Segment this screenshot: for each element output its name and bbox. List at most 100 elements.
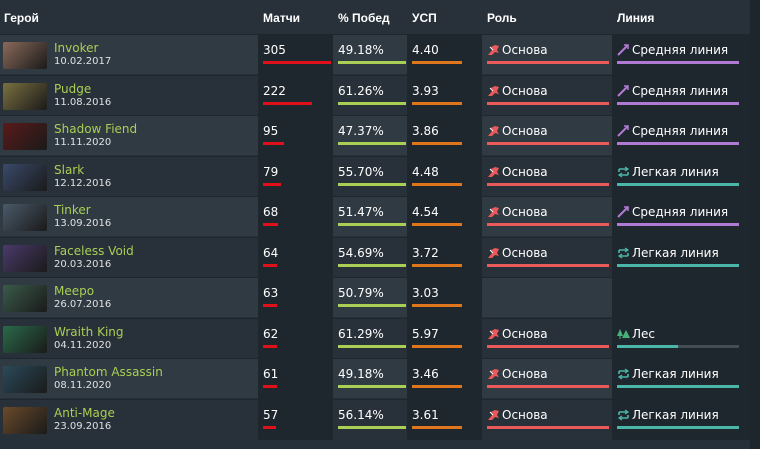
column-shade (258, 156, 333, 197)
safe-lane-icon (617, 368, 630, 380)
role-label: Основа (502, 205, 548, 219)
hero-avatar[interactable] (3, 244, 47, 272)
winrate-bar (338, 182, 406, 186)
column-shade (258, 278, 333, 318)
hero-name[interactable]: Wraith King (54, 324, 124, 339)
winrate-value: 49.18% (338, 367, 384, 381)
hero-avatar[interactable] (3, 82, 47, 110)
winrate-bar (338, 425, 406, 429)
hero-name[interactable]: Pudge (54, 81, 92, 96)
kda-value: 3.61 (412, 407, 439, 422)
role-bar (487, 142, 609, 145)
matches-bar (263, 425, 276, 429)
header-matches[interactable]: Матчи (263, 11, 301, 25)
lane-bar (617, 263, 739, 267)
hero-avatar[interactable] (3, 366, 47, 393)
column-shade (612, 35, 750, 75)
hero-name[interactable]: Slark (54, 162, 85, 177)
role-tag: Основа (487, 165, 548, 179)
column-shade (612, 237, 750, 278)
winrate-bar (338, 263, 406, 267)
mid-lane-icon (617, 84, 629, 97)
hero-avatar[interactable] (3, 42, 47, 69)
table-row[interactable]: Pudge 11.08.2016 222 61.26% 3.93 Основа Средня… (0, 74, 750, 116)
matches-value: 63 (263, 286, 279, 300)
matches-bar (263, 385, 277, 388)
role-label: Основа (502, 164, 548, 179)
hero-last-played: 11.08.2016 (54, 96, 112, 108)
hero-last-played: 26.07.2016 (54, 299, 112, 310)
hero-avatar[interactable] (3, 163, 47, 191)
table-row[interactable]: Slark 12.12.2016 79 55.70% 4.48 Основа Легкая … (0, 155, 750, 197)
table-row[interactable]: Anti-Mage 23.09.2016 57 56.14% 3.61 Основа Лег… (0, 398, 750, 440)
table-row[interactable]: Phantom Assassin 08.11.2020 61 49.18% 3.46 Ос… (0, 358, 750, 399)
table-row[interactable]: Tinker 13.09.2016 68 51.47% 4.54 Основа Средня… (0, 196, 750, 237)
hero-name[interactable]: Tinker (54, 203, 91, 217)
column-shade (407, 197, 482, 237)
hero-last-played: 08.11.2020 (54, 380, 112, 391)
matches-value: 95 (263, 124, 279, 138)
jungle-icon (617, 328, 630, 339)
core-role-icon (488, 369, 499, 379)
matches-value: 57 (263, 407, 279, 422)
winrate-bar (338, 344, 406, 348)
lane-label: Легкая линия (632, 164, 719, 179)
core-role-icon (488, 166, 499, 177)
matches-value: 61 (263, 367, 279, 381)
winrate-bar (338, 142, 406, 145)
lane-bar-track (617, 344, 739, 348)
role-bar (487, 344, 609, 348)
winrate-bar (338, 304, 406, 307)
scrollbar[interactable] (750, 0, 760, 449)
column-shade (612, 197, 750, 237)
table-row[interactable]: Faceless Void 20.03.2016 64 54.69% 3.72 Основ… (0, 236, 750, 278)
hero-name[interactable]: Invoker (54, 41, 99, 55)
matches-bar (263, 142, 284, 145)
lane-bar (617, 101, 739, 105)
role-tag: Основа (487, 327, 548, 341)
lane-tag: Средняя линия (617, 84, 728, 98)
hero-avatar[interactable] (3, 285, 47, 312)
table-row[interactable]: Invoker 10.02.2017 305 49.18% 4.40 Основа Сред… (0, 34, 750, 75)
column-shade (612, 318, 750, 359)
role-label: Основа (502, 43, 548, 57)
hero-name[interactable]: Shadow Fiend (54, 122, 138, 136)
column-shade (612, 156, 750, 197)
winrate-value: 49.18% (338, 43, 384, 57)
matches-value: 68 (263, 205, 279, 219)
core-role-icon (488, 409, 499, 420)
hero-name[interactable]: Faceless Void (54, 243, 134, 258)
hero-avatar[interactable] (3, 325, 47, 353)
hero-last-played: 04.11.2020 (54, 339, 112, 351)
hero-name[interactable]: Phantom Assassin (54, 365, 163, 379)
role-label: Основа (502, 245, 548, 260)
column-shade (612, 75, 750, 116)
kda-bar (412, 61, 462, 64)
matches-bar (263, 263, 277, 267)
header-role[interactable]: Роль (487, 11, 517, 25)
column-shade (407, 35, 482, 75)
header-hero[interactable]: Герой (4, 11, 39, 25)
mid-lane-icon (617, 125, 629, 137)
matches-bar (263, 344, 277, 348)
table-row[interactable]: Shadow Fiend 11.11.2020 95 47.37% 3.86 Основа… (0, 115, 750, 156)
matches-value: 305 (263, 43, 286, 57)
header-winrate[interactable]: % Побед (338, 11, 390, 25)
hero-avatar[interactable] (3, 123, 47, 150)
kda-value: 3.93 (412, 83, 439, 98)
hero-avatar[interactable] (3, 204, 47, 231)
table-row[interactable]: Meepo 26.07.2016 63 50.79% 3.03 (0, 277, 750, 318)
header-kda[interactable]: УСП (412, 11, 437, 25)
kda-bar (412, 344, 462, 348)
column-shade (258, 35, 333, 75)
hero-avatar[interactable] (3, 406, 47, 434)
column-shade (258, 116, 333, 156)
column-shade (258, 318, 333, 359)
header-lane[interactable]: Линия (617, 11, 655, 25)
kda-value: 3.86 (412, 124, 439, 138)
hero-name[interactable]: Meepo (54, 284, 95, 298)
lane-label: Легкая линия (632, 245, 719, 260)
table-row[interactable]: Wraith King 04.11.2020 62 61.29% 5.97 Основа Л… (0, 317, 750, 359)
hero-name[interactable]: Anti-Mage (54, 405, 115, 420)
winrate-bar (338, 385, 406, 388)
